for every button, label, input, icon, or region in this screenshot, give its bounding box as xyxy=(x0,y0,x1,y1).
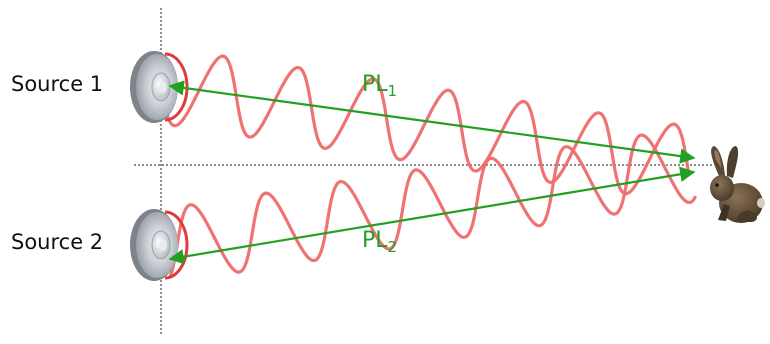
rabbit-icon xyxy=(710,146,765,223)
sound-wave-1 xyxy=(162,54,691,196)
source-2-label: Source 2 xyxy=(11,230,104,254)
path-length-1-subscript: 1 xyxy=(387,82,398,100)
source-1-label: Source 1 xyxy=(11,72,104,96)
path-length-2-subscript: 2 xyxy=(387,238,398,256)
path-length-1-arrow xyxy=(168,80,696,164)
path-length-2-label: PL2 xyxy=(362,228,397,256)
path-length-2-symbol: PL xyxy=(362,228,388,253)
path-length-1-symbol: PL xyxy=(362,72,388,97)
path-length-1-label: PL1 xyxy=(362,72,397,100)
path-length-2-arrow xyxy=(168,166,696,265)
sound-wave-2 xyxy=(168,133,697,278)
